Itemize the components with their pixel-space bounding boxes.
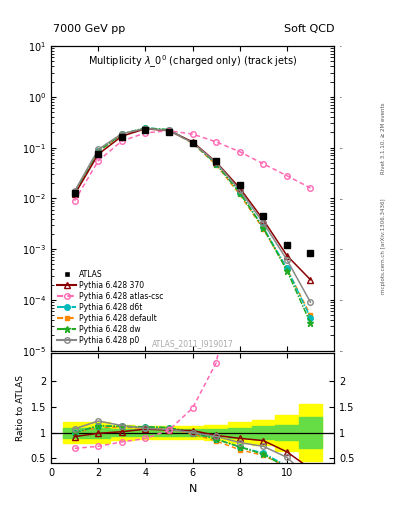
Y-axis label: Ratio to ATLAS: Ratio to ATLAS: [16, 375, 25, 441]
Text: ATLAS_2011_I919017: ATLAS_2011_I919017: [152, 338, 233, 348]
Legend: ATLAS, Pythia 6.428 370, Pythia 6.428 atlas-csc, Pythia 6.428 d6t, Pythia 6.428 : ATLAS, Pythia 6.428 370, Pythia 6.428 at…: [55, 268, 166, 347]
Text: Soft QCD: Soft QCD: [284, 24, 334, 34]
Text: Rivet 3.1.10, ≥ 2M events: Rivet 3.1.10, ≥ 2M events: [381, 102, 386, 174]
Text: mcplots.cern.ch [arXiv:1306.3436]: mcplots.cern.ch [arXiv:1306.3436]: [381, 198, 386, 293]
Text: 7000 GeV pp: 7000 GeV pp: [53, 24, 125, 34]
Text: Multiplicity $\lambda\_0^0$ (charged only) (track jets): Multiplicity $\lambda\_0^0$ (charged onl…: [88, 54, 298, 70]
X-axis label: N: N: [188, 484, 197, 494]
